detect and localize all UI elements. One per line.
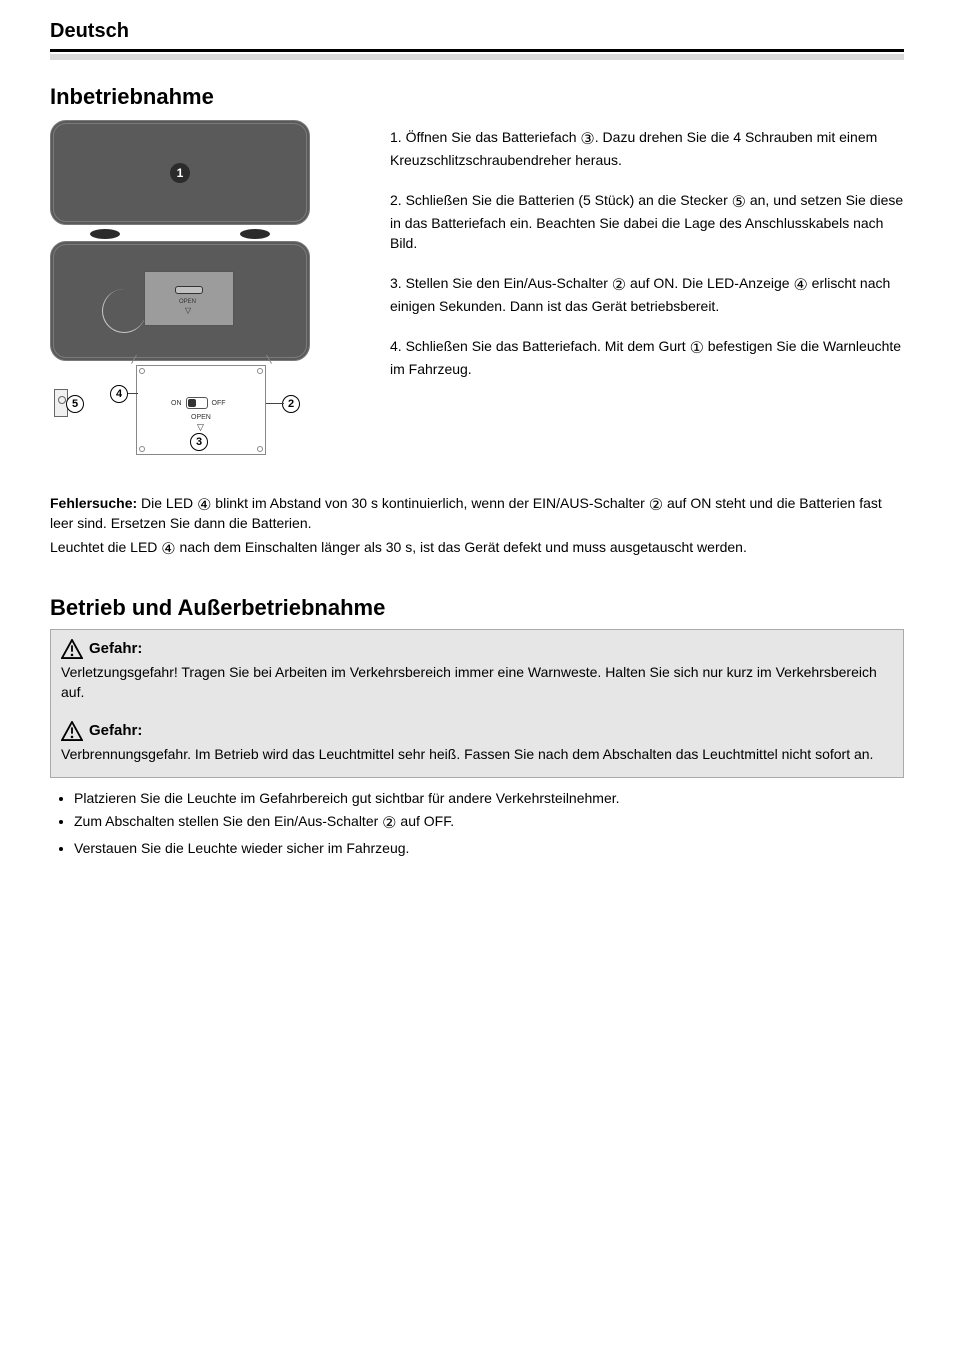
warning-1-label: Gefahr: (89, 638, 142, 659)
device-diagram: 1 OPEN ▽ (50, 120, 330, 465)
step-4: 4. Schließen Sie das Batteriefach. Mit d… (390, 337, 904, 380)
step3-text-b: auf ON. Die LED-Anzeige (626, 275, 793, 291)
language-header: Deutsch (50, 20, 904, 52)
screw-tr-icon (257, 368, 263, 374)
header-underline (50, 54, 904, 60)
op2-marker-2: ② (382, 812, 396, 836)
section-betrieb-title: Betrieb und Außerbetriebnahme (50, 595, 904, 621)
operation-list: Platzieren Sie die Leuchte im Gefahrbere… (50, 788, 904, 859)
diagram-badge-1: 1 (170, 163, 190, 183)
fs1-text-a: Die LED (141, 495, 197, 511)
step-3: 3. Stellen Sie den Ein/Aus-Schalter ② au… (390, 274, 904, 317)
step2-text-a: 2. Schließen Sie die Batterien (5 Stück)… (390, 192, 732, 208)
fs2-text-a: Leuchtet die LED (50, 539, 161, 555)
leader-line-4 (128, 393, 138, 394)
hinge-right (240, 229, 270, 239)
panel-open-label: OPEN (179, 299, 196, 305)
fehlersuche-row-1: Fehlersuche: Die LED ④ blinkt im Abstand… (50, 495, 904, 531)
warning-1-body: Verletzungsgefahr! Tragen Sie bei Arbeit… (61, 663, 893, 702)
on-off-switch: ON OFF (171, 394, 233, 412)
warning-box: Gefahr: Verletzungsgefahr! Tragen Sie be… (50, 629, 904, 778)
fs2-text-b: nach dem Einschalten länger als 30 s, is… (176, 539, 747, 555)
detail-enlargement: ON OFF OPEN ▽ 4 5 2 3 (50, 355, 330, 465)
warning-triangle-icon (61, 639, 83, 659)
warning-2-header: Gefahr: (61, 720, 893, 741)
step1-text-a: 1. Öffnen Sie das Batteriefach (390, 129, 580, 145)
step3-marker-4: ④ (793, 275, 807, 297)
op2-text-a: Zum Abschalten stellen Sie den Ein/Aus-S… (74, 813, 382, 829)
step3-marker-2: ② (612, 275, 626, 297)
screw-br-icon (257, 446, 263, 452)
warning-2-body: Verbrennungsgefahr. Im Betrieb wird das … (61, 745, 893, 765)
op2-text-b: auf OFF. (397, 813, 455, 829)
switch-knob (188, 399, 196, 407)
warning-triangle-icon (61, 721, 83, 741)
device-top-view: 1 (50, 120, 310, 225)
fehlersuche-row-2: Leuchtet die LED ④ nach dem Einschalten … (50, 539, 904, 559)
fs2-marker-4: ④ (161, 539, 175, 559)
callout-4: 4 (110, 385, 128, 403)
step3-text-a: 3. Stellen Sie den Ein/Aus-Schalter (390, 275, 612, 291)
op-item-2: Zum Abschalten stellen Sie den Ein/Aus-S… (74, 811, 904, 836)
fs1-text-b: blinkt im Abstand von 30 s kontinuierlic… (211, 495, 648, 511)
callout-3: 3 (190, 433, 208, 451)
switch-off-label: OFF (212, 400, 226, 407)
panel-open-arrow-icon: ▽ (185, 306, 191, 315)
hinge-row (50, 229, 310, 241)
step-1: 1. Öffnen Sie das Batteriefach ③. Dazu d… (390, 128, 904, 171)
guide-line-right (266, 355, 272, 364)
step-2: 2. Schließen Sie die Batterien (5 Stück)… (390, 191, 904, 254)
switch-on-label: ON (171, 400, 182, 407)
panel-slot (175, 286, 203, 294)
step2-marker: ⑤ (732, 192, 746, 214)
fs1-marker-4: ④ (197, 495, 211, 515)
callout-5: 5 (66, 395, 84, 413)
warning-1-header: Gefahr: (61, 638, 893, 659)
device-bottom-view: OPEN ▽ (50, 241, 310, 361)
battery-panel: OPEN ▽ (144, 271, 234, 326)
hinge-left (90, 229, 120, 239)
fehlersuche-label: Fehlersuche: (50, 495, 137, 511)
screw-tl-icon (139, 368, 145, 374)
step1-marker: ③ (580, 129, 594, 151)
op-item-3: Verstauen Sie die Leuchte wieder sicher … (74, 838, 904, 859)
callout-2: 2 (282, 395, 300, 413)
step4-text-a: 4. Schließen Sie das Batteriefach. Mit d… (390, 338, 690, 354)
cable-curve (102, 289, 146, 333)
section-inbetriebnahme-title: Inbetriebnahme (50, 84, 904, 110)
steps-column: 1. Öffnen Sie das Batteriefach ③. Dazu d… (390, 120, 904, 465)
switch-slot (186, 397, 208, 409)
detail-open-label: OPEN (191, 414, 211, 421)
step4-marker-1: ① (690, 338, 704, 360)
op-item-1: Platzieren Sie die Leuchte im Gefahrbere… (74, 788, 904, 809)
inbetriebnahme-row: 1 OPEN ▽ (50, 120, 904, 465)
diagram-column: 1 OPEN ▽ (50, 120, 350, 465)
detail-open-arrow-icon: ▽ (197, 422, 204, 433)
leader-line-2 (266, 403, 284, 404)
warning-2-label: Gefahr: (89, 720, 142, 741)
fs1-marker-2: ② (649, 495, 663, 515)
guide-line-left (131, 355, 137, 364)
screw-bl-icon (139, 446, 145, 452)
